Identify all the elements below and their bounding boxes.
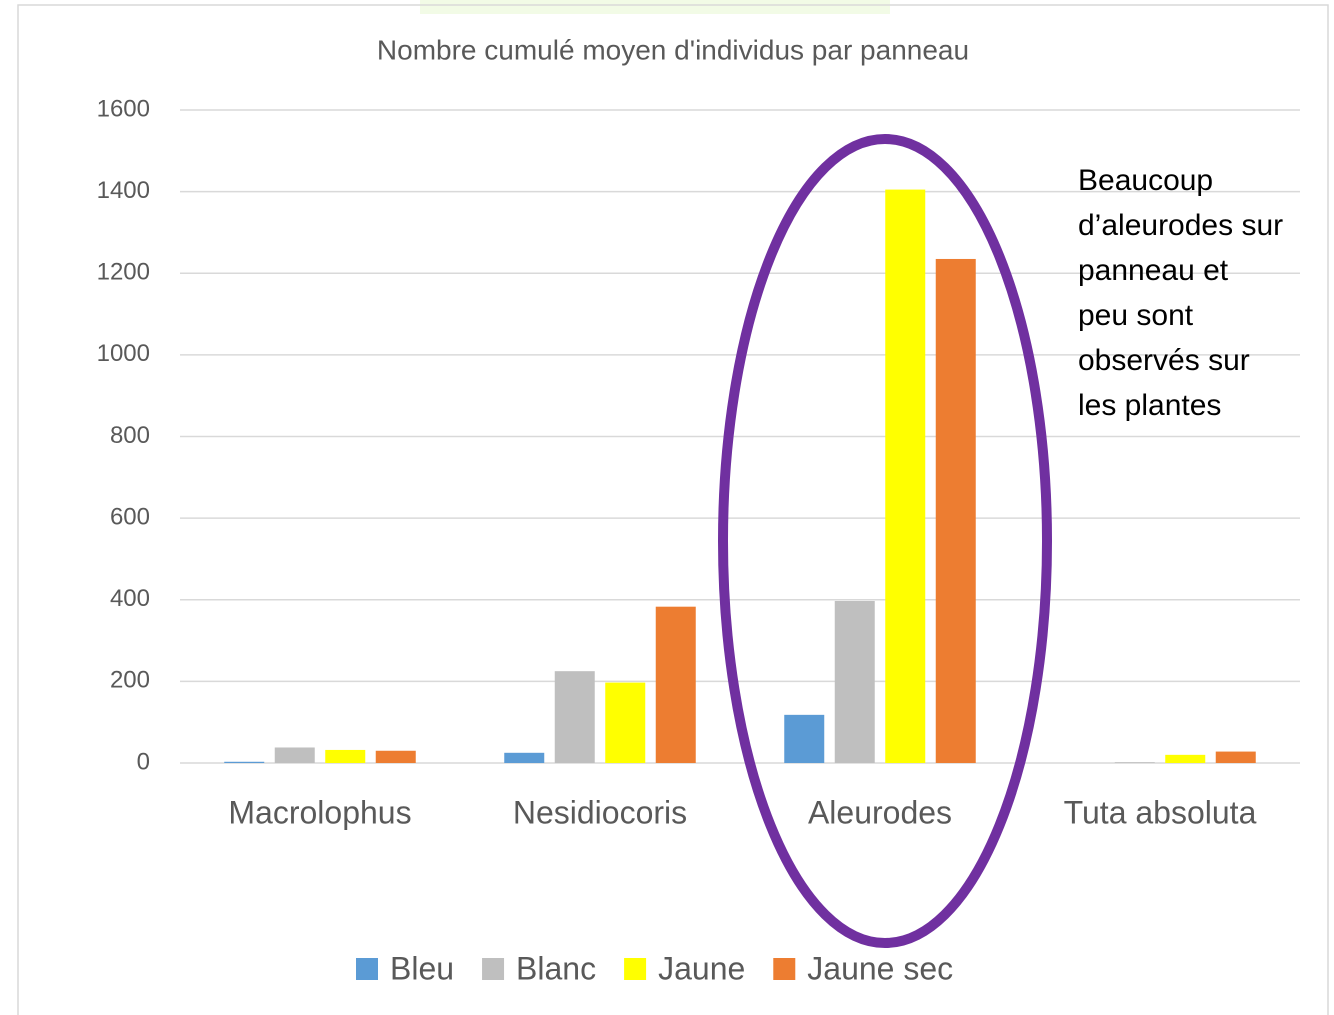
x-tick-label: Aleurodes (808, 794, 952, 830)
bar (224, 761, 265, 763)
annotation-line: Beaucoup (1078, 164, 1213, 197)
bar (554, 671, 595, 763)
legend-label: Blanc (516, 950, 596, 986)
bar (1165, 754, 1206, 763)
annotation-line: les plantes (1078, 389, 1221, 422)
bar (375, 750, 416, 763)
bar (655, 606, 696, 763)
legend-swatch (773, 958, 796, 980)
bar (1215, 751, 1256, 763)
annotation-line: d’aleurodes sur (1078, 209, 1283, 242)
bar (504, 752, 545, 763)
y-tick-label: 600 (110, 503, 150, 530)
y-tick-label: 0 (137, 748, 150, 775)
bar (935, 258, 976, 763)
legend-swatch (482, 958, 505, 980)
chart-title: Nombre cumulé moyen d'individus par pann… (377, 34, 969, 65)
y-tick-label: 1200 (97, 259, 150, 286)
legend-swatch (624, 958, 647, 980)
y-tick-label: 400 (110, 585, 150, 612)
y-tick-label: 1400 (97, 177, 150, 204)
grid: 0 200 400 600 800 1000 1200 1400 1600 (97, 95, 1300, 775)
legend-swatch (356, 958, 378, 980)
highlight-ellipse (718, 134, 1052, 948)
annotation-line: observés sur (1078, 344, 1250, 377)
bar (784, 714, 825, 763)
bar (274, 747, 315, 763)
annotation: Beaucoup d’aleurodes sur panneau et peu son… (1078, 164, 1283, 422)
bars: Macrolophus Nesidiocoris Aleurodes Tuta abs… (224, 189, 1257, 830)
y-tick-label: 800 (110, 422, 150, 449)
bar (885, 189, 926, 764)
bar (605, 682, 646, 763)
y-tick-label: 1000 (97, 340, 150, 367)
bar (325, 749, 366, 763)
bar (834, 600, 875, 763)
x-tick-label: Macrolophus (228, 794, 411, 830)
legend: Bleu Blanc Jaune Jaune sec (356, 950, 953, 986)
x-tick-label: Nesidiocoris (513, 794, 687, 830)
legend-label: Bleu (390, 950, 454, 986)
y-tick-label: 200 (110, 667, 150, 694)
legend-label: Jaune (658, 950, 745, 986)
annotation-line: peu sont (1078, 299, 1194, 332)
y-tick-label: 1600 (97, 95, 150, 122)
top-tint (420, 0, 890, 14)
x-tick-label: Tuta absoluta (1064, 794, 1257, 830)
bar (1114, 762, 1155, 763)
legend-label: Jaune sec (807, 950, 953, 986)
chart-frame (17, 4, 1329, 1015)
annotation-line: panneau et (1078, 254, 1229, 287)
